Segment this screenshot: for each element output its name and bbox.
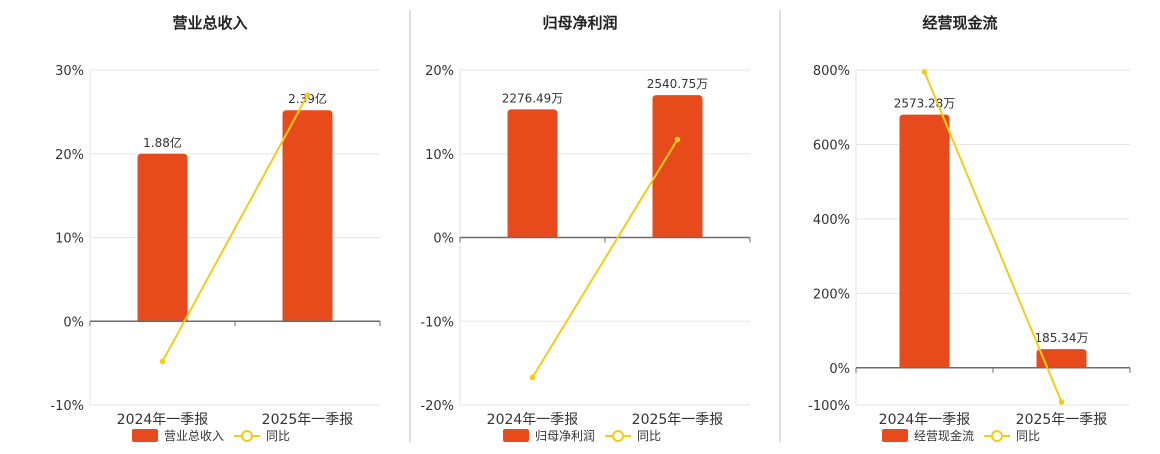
yoy-point <box>159 358 166 365</box>
x-category-label: 2025年一季报 <box>262 412 354 428</box>
legend-line-label: 同比 <box>1016 429 1040 443</box>
chart-title: 营业总收入 <box>172 14 247 32</box>
y-tick-label: -10% <box>420 315 454 330</box>
bar <box>899 114 950 368</box>
y-tick-label: 20% <box>425 64 454 79</box>
yoy-line <box>161 94 309 362</box>
chart-panel-1: 营业总收入 -10% 0% 10% 20% 30% 1.88亿 2.39亿 2024年一季报 20… <box>50 14 381 443</box>
chart-title: 归母净利润 <box>542 14 617 32</box>
bar-value-label: 2540.75万 <box>647 77 709 91</box>
bar <box>137 153 188 322</box>
legend-line-label: 同比 <box>266 429 290 443</box>
y-tick-label: 20% <box>55 148 84 163</box>
legend-bar-swatch <box>503 429 529 442</box>
y-tick-label: 600% <box>813 138 850 153</box>
y-tick-label: 200% <box>813 287 850 302</box>
y-tick-label: 0% <box>829 362 850 377</box>
y-tick-label: 30% <box>55 64 84 79</box>
y-tick-label: 800% <box>813 64 850 79</box>
yoy-point <box>529 374 536 381</box>
legend-line-marker <box>612 430 624 442</box>
x-category-label: 2024年一季报 <box>117 412 209 428</box>
chart-panel-2: 归母净利润 -20% -10% 0% 10% 20% 2276.49万 2540.75万 202… <box>420 14 751 443</box>
legend-bar-swatch <box>882 429 908 442</box>
bar <box>1036 349 1087 368</box>
bar <box>507 109 558 238</box>
bar <box>282 110 333 322</box>
x-category-label: 2025年一季报 <box>632 412 724 428</box>
legend-bar-label: 经营现金流 <box>914 428 974 443</box>
y-tick-label: -20% <box>420 399 454 414</box>
y-tick-label: 10% <box>55 232 84 247</box>
bar-value-label: 2276.49万 <box>502 91 564 105</box>
y-tick-label: 10% <box>425 148 454 163</box>
legend-bar-label: 归母净利润 <box>535 429 595 443</box>
chart-title: 经营现金流 <box>922 14 997 32</box>
y-tick-label: 0% <box>433 232 454 247</box>
bar-value-label: 2.39亿 <box>288 91 327 106</box>
y-tick-label: -10% <box>50 399 84 414</box>
legend-line-marker <box>241 430 253 442</box>
x-category-label: 2025年一季报 <box>1016 412 1108 428</box>
yoy-point <box>304 92 311 98</box>
yoy-point <box>921 69 928 75</box>
yoy-point <box>674 136 681 143</box>
bar <box>652 95 703 238</box>
bar-value-label: 185.34万 <box>1035 331 1089 345</box>
x-category-label: 2024年一季报 <box>879 412 971 428</box>
legend-bar-swatch <box>132 429 158 442</box>
y-tick-label: -100% <box>808 399 850 414</box>
legend-bar-label: 营业总收入 <box>164 429 224 443</box>
y-tick-label: 0% <box>63 315 84 330</box>
yoy-line <box>531 138 679 378</box>
yoy-point <box>1058 399 1065 405</box>
x-category-label: 2024年一季报 <box>487 412 579 428</box>
legend-line-marker <box>991 430 1003 442</box>
chart-panel-3: 经营现金流 -100% 0% 200% 400% 600% 800% 2573.28万 185.… <box>808 14 1131 443</box>
bar-value-label: 2573.28万 <box>894 97 956 111</box>
bar-value-label: 1.88亿 <box>143 135 182 150</box>
y-tick-label: 400% <box>813 213 850 228</box>
yoy-line <box>923 71 1063 403</box>
legend-line-label: 同比 <box>637 429 661 443</box>
